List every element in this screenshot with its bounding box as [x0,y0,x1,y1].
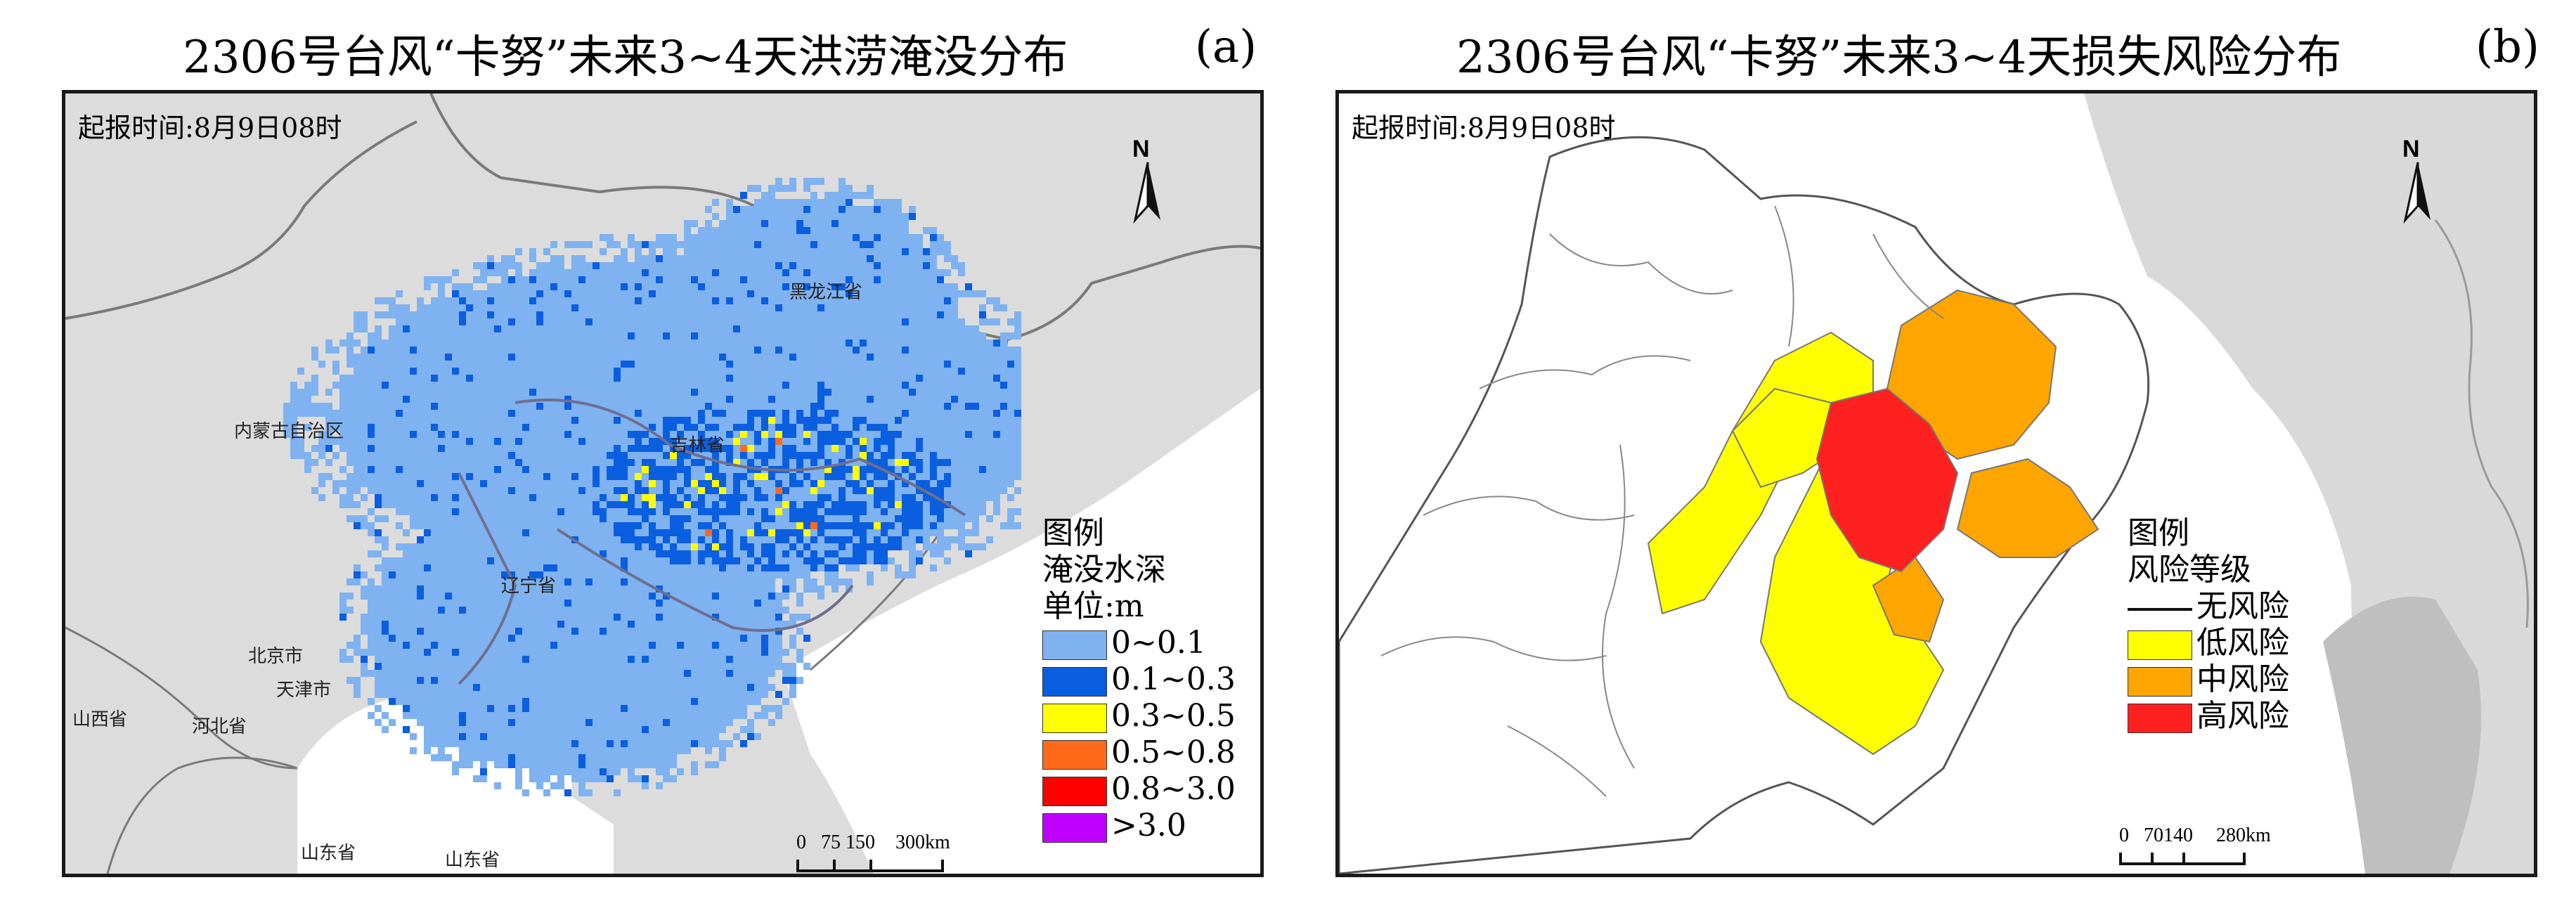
flood-map-frame: 黑龙江省 吉林省 辽宁省 内蒙古自治区 北京市 天津市 河北省 山西省 山东省 … [62,90,1264,877]
legend-items: 0~0.1 0.1~0.3 0.3~0.5 0.5~0.8 0.8~3.0 >3.0 [1042,625,1236,844]
province-label-jilin: 吉林省 [670,435,725,456]
legend-label: 0~0.1 [1111,625,1206,661]
legend-title: 图例 [2128,515,2189,551]
issue-time: 起报时间:8月9日08时 [78,112,342,143]
legend-swatch [2128,703,2192,733]
legend-item: 无风险 [2128,588,2289,625]
scale-unit: km [2246,824,2271,846]
scale-1: 75 [821,831,841,853]
legend-item: >3.0 [1042,808,1236,844]
legend-swatch [1042,666,1107,697]
legend-item: 0~0.1 [1042,625,1236,661]
legend-swatch [2128,594,2192,623]
scale-bar: 0 70140 280km [2119,824,2302,865]
legend-item: 0.1~0.3 [1042,661,1236,698]
legend-label: 无风险 [2196,588,2289,624]
legend-unit: 单位:m [1042,588,1144,624]
province-label-heilongjiang: 黑龙江省 [789,282,863,303]
legend-swatch [1042,703,1107,733]
north-label: N [1132,136,1150,162]
legend-items: 无风险 低风险 中风险 高风险 [2128,588,2289,734]
legend-label: >3.0 [1111,808,1186,843]
legend-label: 0.3~0.5 [1111,698,1236,734]
province-label-inner-mongolia: 内蒙古自治区 [234,421,344,442]
legend-title: 图例 [1042,515,1104,551]
legend-label: 0.1~0.3 [1111,661,1236,697]
scale-0: 0 [2119,824,2129,846]
province-label-beijing: 北京市 [248,646,304,667]
flood-legend: 图例 淹没水深 单位:m 0~0.1 0.1~0.3 0.3~0.5 0.5~0.8 0… [1042,515,1236,844]
legend-item: 低风险 [2128,625,2289,661]
legend-swatch [1042,776,1107,806]
legend-item: 0.3~0.5 [1042,698,1236,734]
flood-depth-pixels [283,178,1021,796]
legend-subtitle: 风险等级 [2128,552,2251,588]
legend-swatch [1042,813,1107,843]
province-label-shanxi: 山西省 [72,709,128,730]
province-boundary [514,399,966,517]
province-label-liaoning: 辽宁省 [501,576,557,597]
border-line [106,756,298,874]
panel-b-title: 2306号台风“卡努”未来3~4天损失风险分布 [1456,32,2342,84]
province-label-shandong-2: 山东省 [445,850,500,871]
north-label: N [2402,136,2420,162]
legend-item: 中风险 [2128,661,2289,698]
risk-region [1816,387,1959,573]
legend-label: 低风险 [2196,625,2289,661]
border-line [65,120,418,320]
scale-1: 70 [2144,824,2163,846]
risk-region [1956,458,2099,558]
legend-swatch [2128,666,2192,697]
province-label-tianjin: 天津市 [276,680,332,701]
legend-label: 高风险 [2196,698,2289,734]
province-boundary [458,472,517,685]
north-arrow: N [2397,136,2439,234]
loss-risk-panel: 2306号台风“卡努”未来3~4天损失风险分布 (b) [1288,0,2576,906]
risk-legend: 图例 风险等级 无风险 低风险 中风险 高风险 [2128,515,2289,734]
issue-time: 起报时间:8月9日08时 [1352,112,1616,143]
scale-0: 0 [796,831,806,853]
legend-item: 高风险 [2128,698,2289,734]
legend-subtitle: 淹没水深 [1042,552,1166,588]
risk-regions [1647,289,2099,756]
panel-a-title: 2306号台风“卡努”未来3~4天洪涝淹没分布 [183,32,1068,84]
legend-swatch [1042,630,1107,660]
province-label-shandong: 山东省 [301,843,356,864]
legend-item: 0.5~0.8 [1042,734,1236,771]
scale-3: 300 [895,831,925,853]
scale-2: 150 [846,831,875,853]
legend-swatch [1042,739,1107,770]
county-boundaries [1380,205,1944,797]
korean-peninsula [2323,597,2481,874]
panel-a-tag: (a) [1195,21,1257,73]
north-arrow-icon [2403,162,2431,224]
legend-item: 0.8~3.0 [1042,771,1236,808]
province-label-hebei: 河北省 [192,716,247,737]
legend-label: 0.8~3.0 [1111,771,1236,807]
flood-map [65,93,1260,874]
north-arrow-icon [1133,162,1160,224]
yellow-sea [782,389,1260,874]
border-line [65,626,298,770]
scale-3: 280 [2216,824,2246,846]
scale-bar: 0 75 150 300km [796,831,986,872]
risk-map-frame: 起报时间:8月9日08时 N 图例 风险等级 无风险 低风险 中风险 高风险 0 70… [1335,90,2537,877]
legend-label: 0.5~0.8 [1111,734,1236,770]
legend-swatch [2128,630,2192,660]
north-arrow: N [1127,136,1169,234]
legend-label: 中风险 [2196,661,2289,697]
risk-map [1339,93,2534,874]
scale-2: 140 [2163,824,2193,846]
province-boundary [556,528,854,632]
panel-b-tag: (b) [2475,21,2539,73]
flood-depth-panel: 2306号台风“卡努”未来3~4天洪涝淹没分布 (a) 黑龙江省 吉林省 辽宁省… [62,21,1264,877]
scale-unit: km [925,831,950,853]
